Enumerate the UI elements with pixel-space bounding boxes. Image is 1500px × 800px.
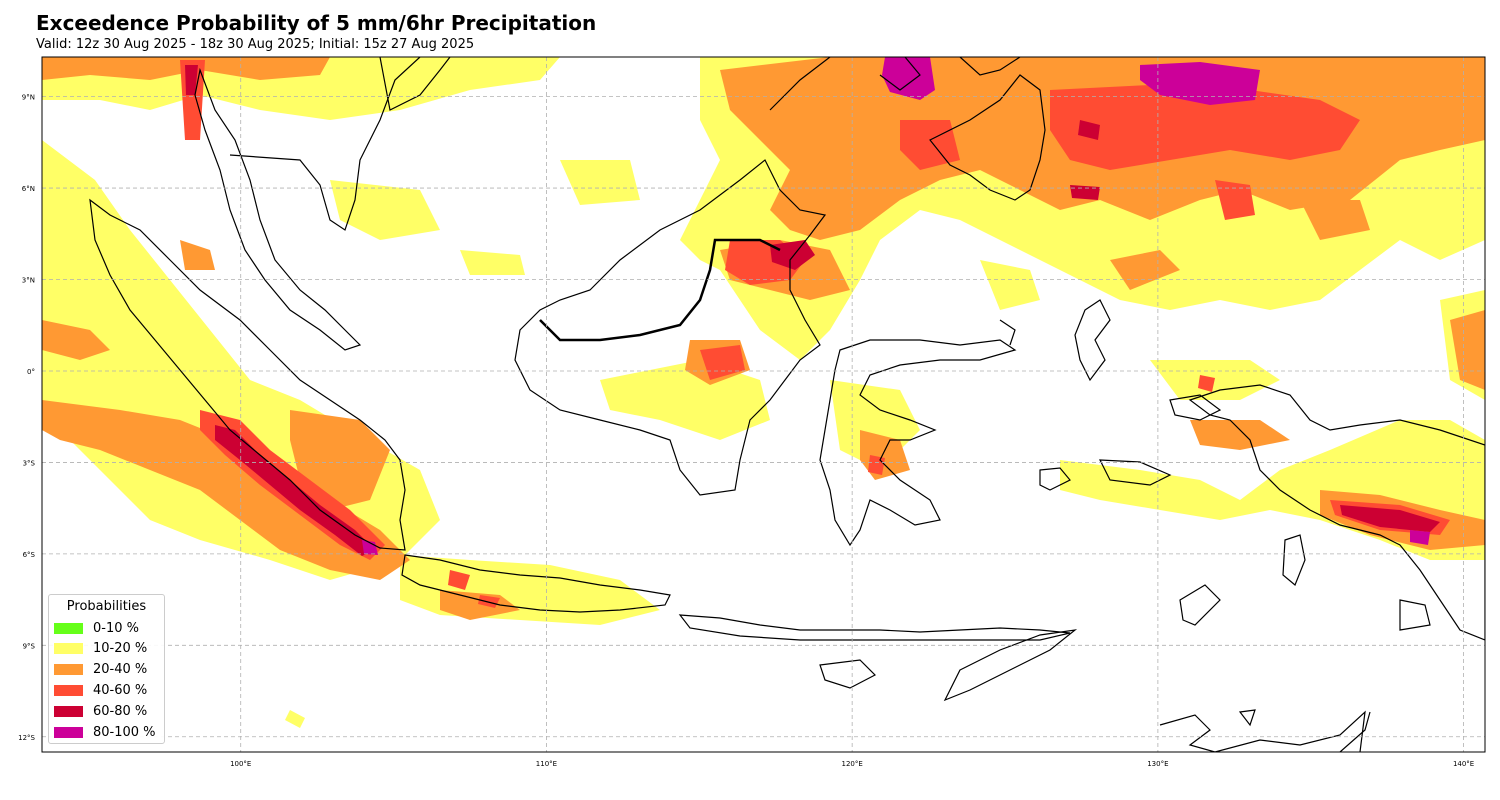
legend-label: 60-80 % (93, 703, 148, 719)
legend-item: 0-10 % (54, 620, 139, 636)
lat-tick-label: 9°S (23, 642, 36, 650)
lat-tick-label: 9°N (22, 94, 35, 102)
lat-tick-label: 6°S (23, 551, 36, 559)
coastline-borneo (514, 159, 827, 496)
legend-label: 40-60 % (93, 682, 148, 698)
prob-layer-80-100 (362, 57, 1430, 555)
map-title: Exceedence Probability of 5 mm/6hr Preci… (36, 11, 597, 35)
legend-item: 60-80 % (54, 703, 147, 719)
legend-swatch (54, 684, 83, 696)
gridlines (42, 57, 1485, 752)
prob-layer-60-80 (185, 65, 1440, 556)
lat-tick-label: 6°N (22, 185, 35, 193)
lon-tick-label: 140°E (1453, 760, 1474, 768)
lat-tick-label: 0° (27, 368, 35, 376)
coastline-sulawesi (819, 339, 1017, 547)
lat-tick-label: 3°N (22, 277, 35, 285)
legend-swatch (54, 642, 83, 654)
coastline-java (401, 554, 671, 613)
probability-fields (42, 57, 1485, 728)
coastline-timor (943, 629, 1078, 702)
legend-title: Probabilities (66, 599, 147, 614)
lat-tick-label: 3°S (23, 459, 36, 467)
legend-item: 40-60 % (54, 682, 147, 698)
legend-item: 10-20 % (54, 640, 147, 656)
legend-swatch (54, 705, 83, 717)
legend-item: 20-40 % (54, 661, 147, 677)
coastline-malay-peninsula (194, 67, 362, 351)
coastlines (89, 57, 1485, 752)
lon-tick-label: 130°E (1147, 760, 1168, 768)
legend-item: 80-100 % (54, 724, 156, 740)
coastline-indochina (229, 57, 421, 231)
longitude-tick-labels: 100°E 110°E 120°E 130°E 140°E (230, 760, 1474, 768)
coastline-halmahera (1074, 299, 1111, 382)
legend-swatch (54, 726, 83, 738)
legend-label: 80-100 % (93, 724, 156, 740)
lon-tick-label: 120°E (842, 760, 863, 768)
coastline-philippines (929, 74, 1046, 201)
coastline-new-guinea (1188, 384, 1485, 641)
coastline-australia (1159, 710, 1366, 752)
border-borneo (539, 238, 781, 342)
lon-tick-label: 110°E (536, 760, 557, 768)
legend-swatch (54, 663, 83, 675)
latitude-tick-labels: 9°N 6°N 3°N 0° 3°S 6°S 9°S 12°S (18, 94, 35, 742)
lat-tick-label: 12°S (18, 734, 35, 742)
map-subtitle: Valid: 12z 30 Aug 2025 - 18z 30 Aug 2025… (36, 37, 475, 52)
legend-label: 0-10 % (93, 620, 139, 636)
legend-swatch (54, 622, 83, 634)
legend: Probabilities 0-10 % 10-20 % 20-40 % 40-… (48, 594, 165, 744)
legend-label: 20-40 % (93, 661, 148, 677)
coastline-sumatra (89, 198, 406, 551)
legend-label: 10-20 % (93, 640, 148, 656)
map-frame (41, 56, 1486, 753)
lon-tick-label: 100°E (230, 760, 251, 768)
